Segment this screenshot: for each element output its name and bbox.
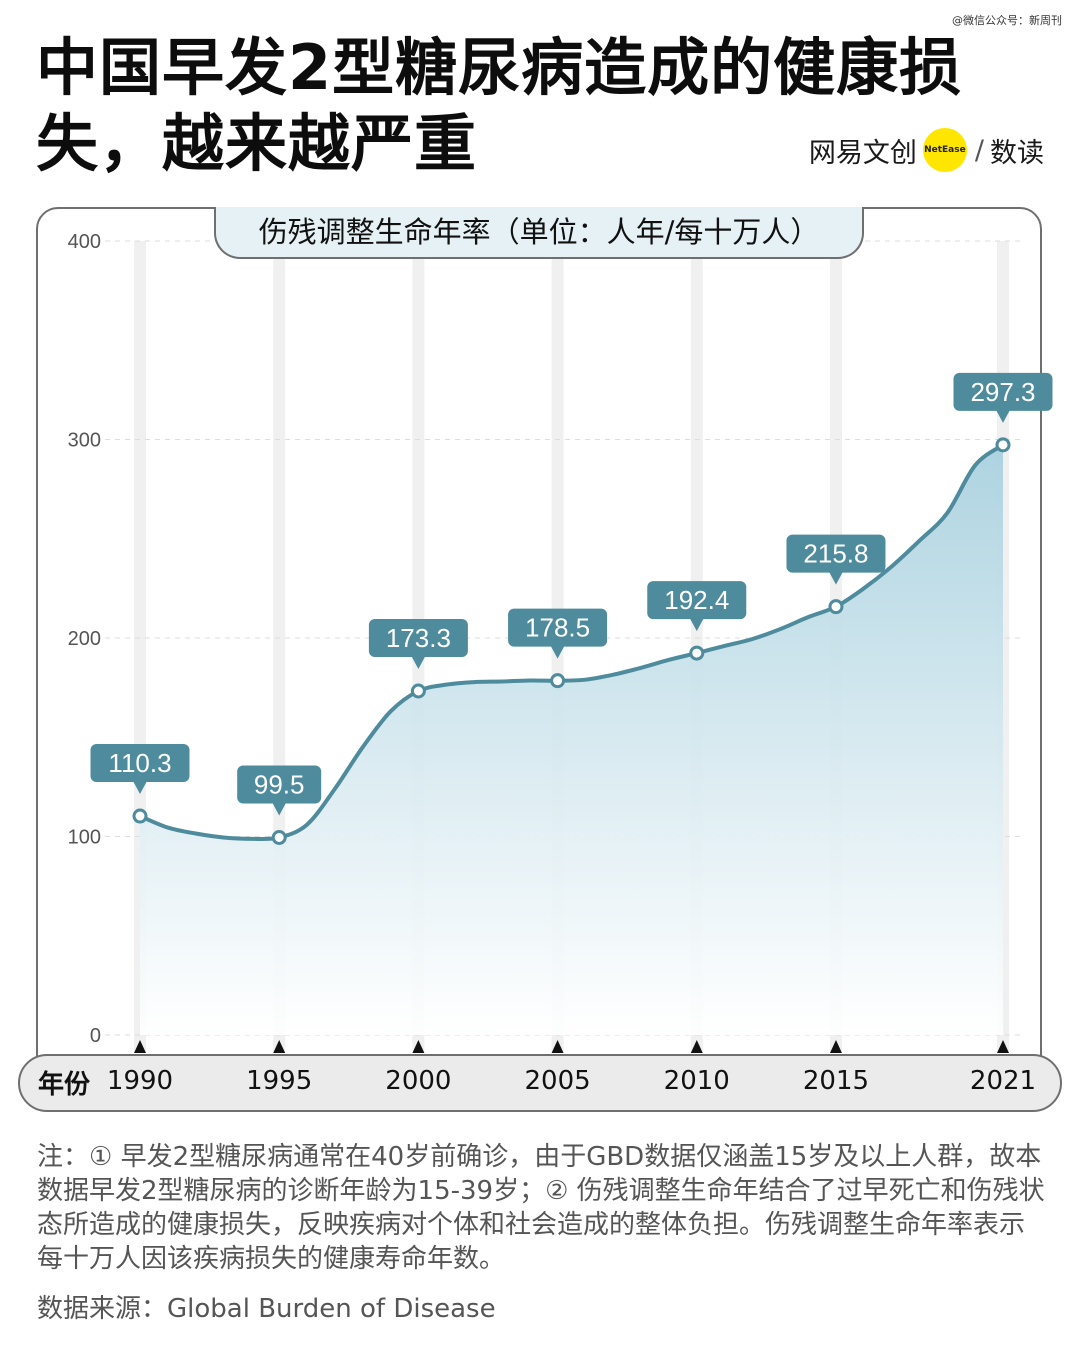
data-label-box xyxy=(786,534,886,573)
data-label: 192.4 xyxy=(664,585,729,615)
data-label-box xyxy=(647,581,747,620)
data-label-pointer xyxy=(689,618,704,632)
data-label-pointer xyxy=(828,571,843,585)
x-tick-label: 2000 xyxy=(385,1066,452,1096)
data-label-box xyxy=(508,608,608,647)
y-tick-label: 200 xyxy=(68,628,101,650)
data-label-box xyxy=(953,372,1053,411)
area-fill xyxy=(140,444,1003,1035)
data-point xyxy=(550,673,566,689)
footnote: 注：① 早发2型糖尿病通常在40岁前确诊，由于GBD数据仅涵盖15岁及以上人群，… xyxy=(37,1142,1045,1274)
data-label-pointer xyxy=(411,655,426,669)
x-tick-label: 2010 xyxy=(663,1066,730,1096)
x-tick-label: 1990 xyxy=(106,1066,174,1096)
data-point xyxy=(271,829,287,845)
brand-name: 网易文创 xyxy=(808,137,917,169)
brand-channel: 数读 xyxy=(990,137,1044,169)
x-tick-marker xyxy=(134,1040,146,1053)
data-label: 215.8 xyxy=(803,539,868,569)
data-label-pointer xyxy=(272,802,287,816)
data-label: 297.3 xyxy=(970,377,1035,407)
data-point xyxy=(689,645,705,661)
data-label: 173.3 xyxy=(386,623,451,653)
headline: 中国早发2型糖尿病造成的健康损失，越来越严重 xyxy=(36,31,963,180)
data-label-box xyxy=(368,618,468,657)
data-label-pointer xyxy=(996,409,1010,423)
x-tick-marker xyxy=(829,1040,842,1053)
x-tick-label: 1995 xyxy=(246,1066,313,1096)
data-label: 99.5 xyxy=(254,769,305,799)
x-tick-marker xyxy=(551,1040,564,1053)
y-tick-label: 0 xyxy=(90,1025,101,1047)
y-tick-label: 300 xyxy=(68,430,101,452)
watermark: @微信公众号：新周刊 xyxy=(952,14,1062,27)
x-tick-marker xyxy=(273,1040,286,1053)
data-label-pointer xyxy=(550,645,565,659)
chart-title: 伤残调整生命年率（单位：人年/每十万人） xyxy=(214,207,864,259)
data-point xyxy=(410,683,426,699)
x-axis-label: 年份 xyxy=(38,1070,91,1100)
x-tick-label: 2005 xyxy=(524,1066,591,1096)
data-point xyxy=(132,808,148,824)
brand-logo: 网易文创 NetEase / 数读 xyxy=(809,128,1044,172)
data-point xyxy=(828,599,844,615)
data-point xyxy=(995,437,1011,453)
x-tick-marker xyxy=(690,1040,703,1053)
x-tick-label: 2015 xyxy=(802,1066,870,1096)
x-tick-label: 2021 xyxy=(969,1066,1037,1096)
x-tick-marker xyxy=(412,1040,425,1053)
x-tick-marker xyxy=(997,1040,1009,1053)
brand-separator: / xyxy=(974,134,984,166)
data-label: 178.5 xyxy=(525,613,590,643)
y-tick-label: 100 xyxy=(68,827,101,849)
data-label-box xyxy=(90,744,190,783)
data-source: 数据来源：Global Burden of Disease xyxy=(37,1294,496,1324)
x-axis-bar xyxy=(18,1054,1062,1112)
data-label-pointer xyxy=(133,781,147,795)
data-label: 110.3 xyxy=(108,748,171,778)
data-label-box xyxy=(237,765,322,804)
brand-badge-icon: NetEase xyxy=(922,128,967,172)
y-tick-label: 400 xyxy=(68,231,101,253)
